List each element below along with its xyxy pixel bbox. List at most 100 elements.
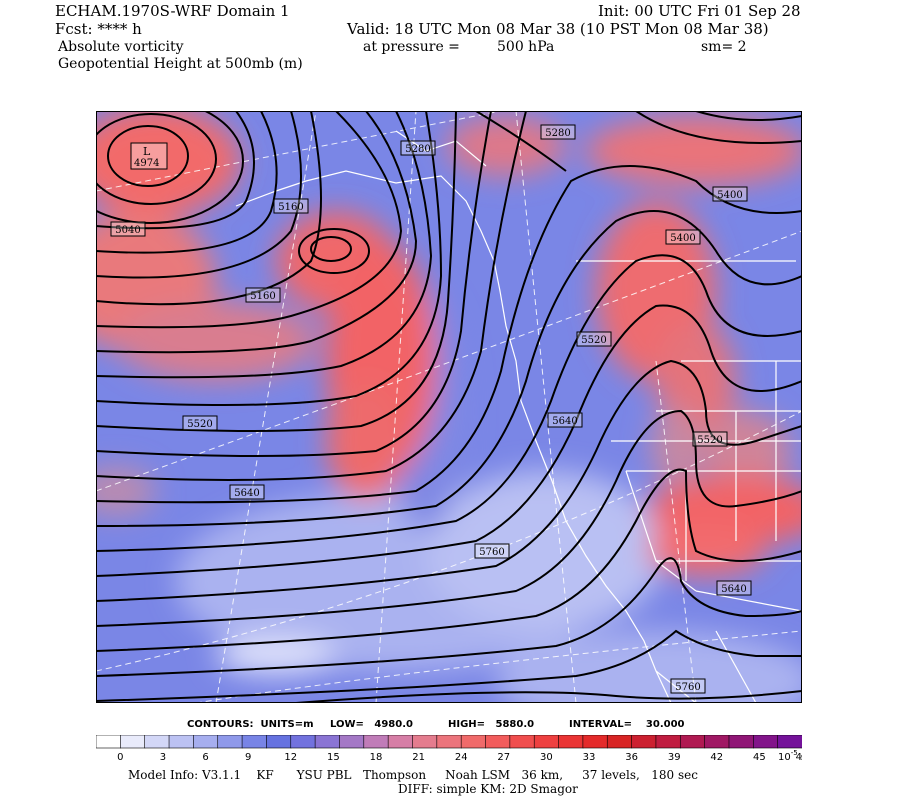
contour-label: 5520 (581, 335, 606, 346)
colorbar-cell (217, 735, 243, 749)
colorbar-cell (753, 735, 779, 749)
colorbar-tick-label: 12 (284, 752, 297, 763)
low-pressure-marker: L 4974 (130, 142, 168, 170)
colorbar-tick-label: 18 (370, 752, 383, 763)
colorbar-cell (193, 735, 219, 749)
colorbar-cell (777, 735, 802, 749)
smoothing-value: sm= 2 (701, 39, 747, 55)
map-frame (96, 111, 802, 703)
contour-label-box (576, 331, 612, 347)
contour-label-box (110, 221, 146, 237)
colorbar-tick-label: 27 (497, 752, 510, 763)
coastlines (235, 130, 802, 703)
model-title: ECHAM.1970S-WRF Domain 1 (55, 2, 290, 20)
colorbar: 036912151821242730333639424548 10-5s-1 (96, 735, 802, 763)
colorbar-cell (339, 735, 365, 749)
colorbar-tick-label: 39 (668, 752, 681, 763)
colorbar-tick-label: 36 (625, 752, 638, 763)
contour-label-box (245, 287, 281, 303)
contour-label: 5280 (405, 144, 430, 155)
vorticity-shading (96, 111, 802, 703)
contour-label: 5160 (250, 291, 275, 302)
colorbar-tick-label: 30 (540, 752, 553, 763)
colorbar-cell (460, 735, 487, 749)
model-info: Model Info: V3.1.1 KF YSU PBL Thompson N… (128, 768, 698, 782)
colorbar-cell (387, 735, 414, 749)
colorbar-cell (168, 735, 194, 749)
contour-label-box (665, 229, 701, 245)
colorbar-cell (241, 735, 268, 749)
contour-label-box (692, 431, 728, 447)
colorbar-cell (412, 735, 438, 749)
vorticity-height-map: L 4974 528052805160504054005400516055205… (96, 111, 802, 703)
colorbar-tick-label: 15 (327, 752, 340, 763)
contour-label-box (540, 124, 576, 140)
diff-info: DIFF: simple KM: 2D Smagor (398, 782, 578, 796)
colorbar-tick-label: 42 (710, 752, 723, 763)
colorbar-cell (558, 735, 584, 749)
colorbar-cell (436, 735, 462, 749)
colorbar-cell (266, 735, 292, 749)
colorbar-cell (679, 735, 706, 749)
colorbar-cell (582, 735, 608, 749)
contour-label-box (229, 484, 265, 500)
contour-label: 5040 (115, 225, 140, 236)
contour-label: 5760 (479, 547, 504, 558)
contour-label-box (670, 678, 706, 694)
colorbar-cell (631, 735, 657, 749)
contour-label-box (547, 412, 583, 428)
field-geopotential-title: Geopotential Height at 500mb (m) (58, 56, 303, 72)
colorbar-cell (314, 735, 341, 749)
contour-units: CONTOURS: UNITS=m (187, 719, 314, 730)
contour-high: HIGH= 5880.0 (448, 719, 535, 730)
contour-label: 5520 (697, 435, 722, 446)
contour-label: 5400 (670, 233, 695, 244)
contour-label: 5640 (234, 488, 259, 499)
colorbar-units: 10-5s-1 (778, 749, 802, 763)
colorbar-cell (728, 735, 754, 749)
colorbar-tick-label: 6 (202, 752, 208, 763)
pressure-label: at pressure = (363, 39, 460, 55)
low-symbol: L (143, 145, 151, 158)
init-time: Init: 00 UTC Fri 01 Sep 28 (598, 2, 801, 20)
colorbar-tick-label: 45 (753, 752, 766, 763)
colorbar-tick-label: 9 (245, 752, 251, 763)
contour-label: 5760 (675, 682, 700, 693)
contour-label-box (182, 415, 218, 431)
colorbar-cell (290, 735, 316, 749)
colorbar-tick-label: 24 (455, 752, 468, 763)
contour-label-box (474, 543, 510, 559)
colorbar-tick-label: 48 (796, 752, 802, 763)
forecast-hour: Fcst: **** h (55, 20, 142, 38)
colorbar-cell (144, 735, 170, 749)
contour-label: 5640 (721, 584, 746, 595)
contour-label: 5280 (545, 128, 570, 139)
contour-label-box (712, 186, 748, 202)
contour-label: 5400 (717, 190, 742, 201)
colorbar-tick-label: 21 (412, 752, 425, 763)
contour-label-box (716, 580, 752, 596)
colorbar-tick-label: 3 (160, 752, 166, 763)
contour-label-box (273, 198, 309, 214)
colorbar-cell (120, 735, 146, 749)
height-contours (96, 111, 802, 703)
colorbar-cell (509, 735, 535, 749)
contour-label: 5640 (552, 416, 577, 427)
pressure-value: 500 hPa (497, 39, 555, 55)
contour-label: 5160 (278, 202, 303, 213)
colorbar-cell (606, 735, 633, 749)
contour-labels: 5280 5280 5160 5040 5400 5400 5160 5520 5520 5640… (110, 124, 752, 694)
contour-low: LOW= 4980.0 (330, 719, 413, 730)
contour-label-box (400, 140, 436, 156)
colorbar-cell (96, 735, 121, 749)
upper-contours (475, 111, 802, 172)
colorbar-cell (533, 735, 560, 749)
colorbar-cell (485, 735, 511, 749)
colorbar-tick-label: 0 (117, 752, 123, 763)
low-value: 4974 (134, 158, 159, 169)
field-vorticity-title: Absolute vorticity (58, 39, 184, 55)
colorbar-cell (655, 735, 681, 749)
contour-interval: INTERVAL= 30.000 (569, 719, 685, 730)
colorbar-tick-label: 33 (583, 752, 596, 763)
contour-label: 5520 (187, 419, 212, 430)
